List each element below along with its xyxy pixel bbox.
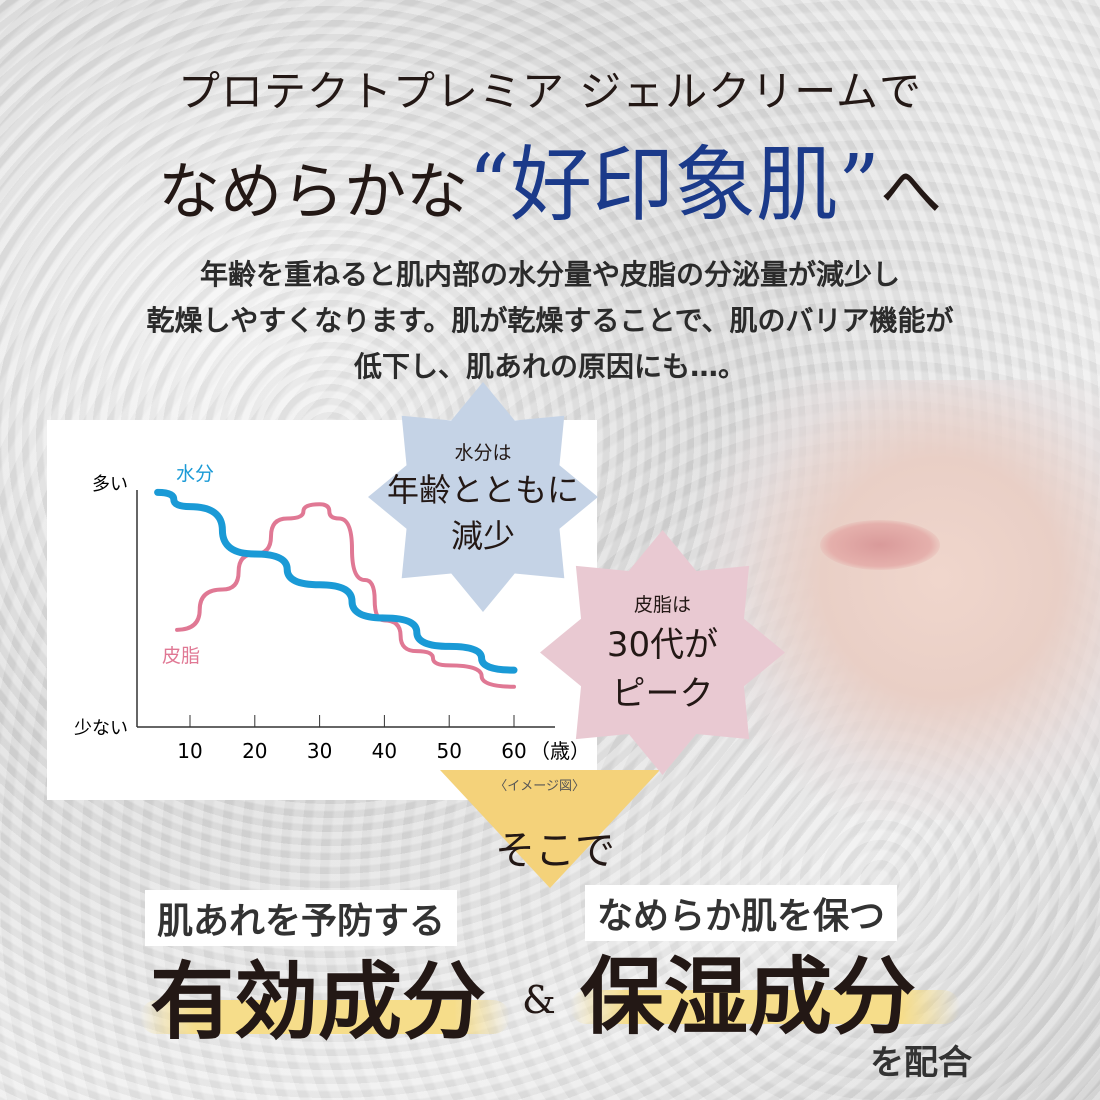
x-tick-label: 10 [177,739,202,763]
x-unit: （歳） [530,739,590,763]
star-big-text: ピーク [611,674,714,714]
formulated-text: を配合 [870,1043,972,1083]
x-tick-label: 50 [436,739,461,763]
sebum-starburst: 皮脂は 30代が ピーク [540,530,785,775]
y-label-top: 多い [92,474,128,495]
y-label-bottom: 少ない [74,718,128,739]
starburst-shape [368,382,598,612]
x-tick-label: 60 [501,739,526,763]
moisturizing-ingredient: 保湿成分 [580,947,917,1046]
series-label-water: 水分 [176,463,214,485]
description-line: 年齢を重ねると肌内部の水分量や皮脂の分泌量が減少し [199,258,900,291]
star-big-text: 年齢とともに [386,470,579,509]
water-starburst: 水分は 年齢とともに 減少 [368,382,598,612]
highlight-brush [140,1000,510,1034]
image-note: 〈イメージ図〉 [494,779,585,794]
headline-line1: プロテクトプレミア ジェルクリームで [177,67,923,116]
active-ingredient: 有効成分 [150,952,487,1051]
label-prevent: 肌あれを予防する [145,890,458,946]
x-tick-label: 20 [242,739,267,763]
headline-highlight: “好印象肌” [468,138,880,233]
headline-post: へ [879,155,942,228]
series-line-sebum [175,502,516,689]
star-big-text: 減少 [450,516,515,555]
x-tick-label: 40 [372,739,397,763]
series-label-sebum: 皮脂 [162,645,200,667]
starburst-shape [540,530,785,775]
description-line: 低下し、肌あれの原因にも…。 [353,350,746,383]
face-photo [700,380,1100,820]
star-big-text: 30代が [606,625,719,665]
star-small-text: 水分は [454,441,512,464]
label-smooth: なめらか肌を保つ [585,885,898,941]
highlight-brush [570,990,960,1024]
arrow-text: そこで [495,828,615,874]
lips-photo [820,520,940,570]
star-small-text: 皮脂は [633,594,691,616]
x-tick-label: 30 [307,739,332,763]
headline-pre: なめらかな [158,155,469,228]
series-line-water [154,488,518,674]
description-line: 乾燥しやすくなります。肌が乾燥することで、肌のバリア機能が [146,304,954,337]
headline-line2: なめらかな“好印象肌”へ [0,118,1100,237]
ampersand: & [522,978,556,1022]
arrow-down-triangle [440,770,660,888]
description: 年齢を重ねると肌内部の水分量や皮脂の分泌量が減少し 乾燥しやすくなります。肌が乾… [0,252,1100,390]
